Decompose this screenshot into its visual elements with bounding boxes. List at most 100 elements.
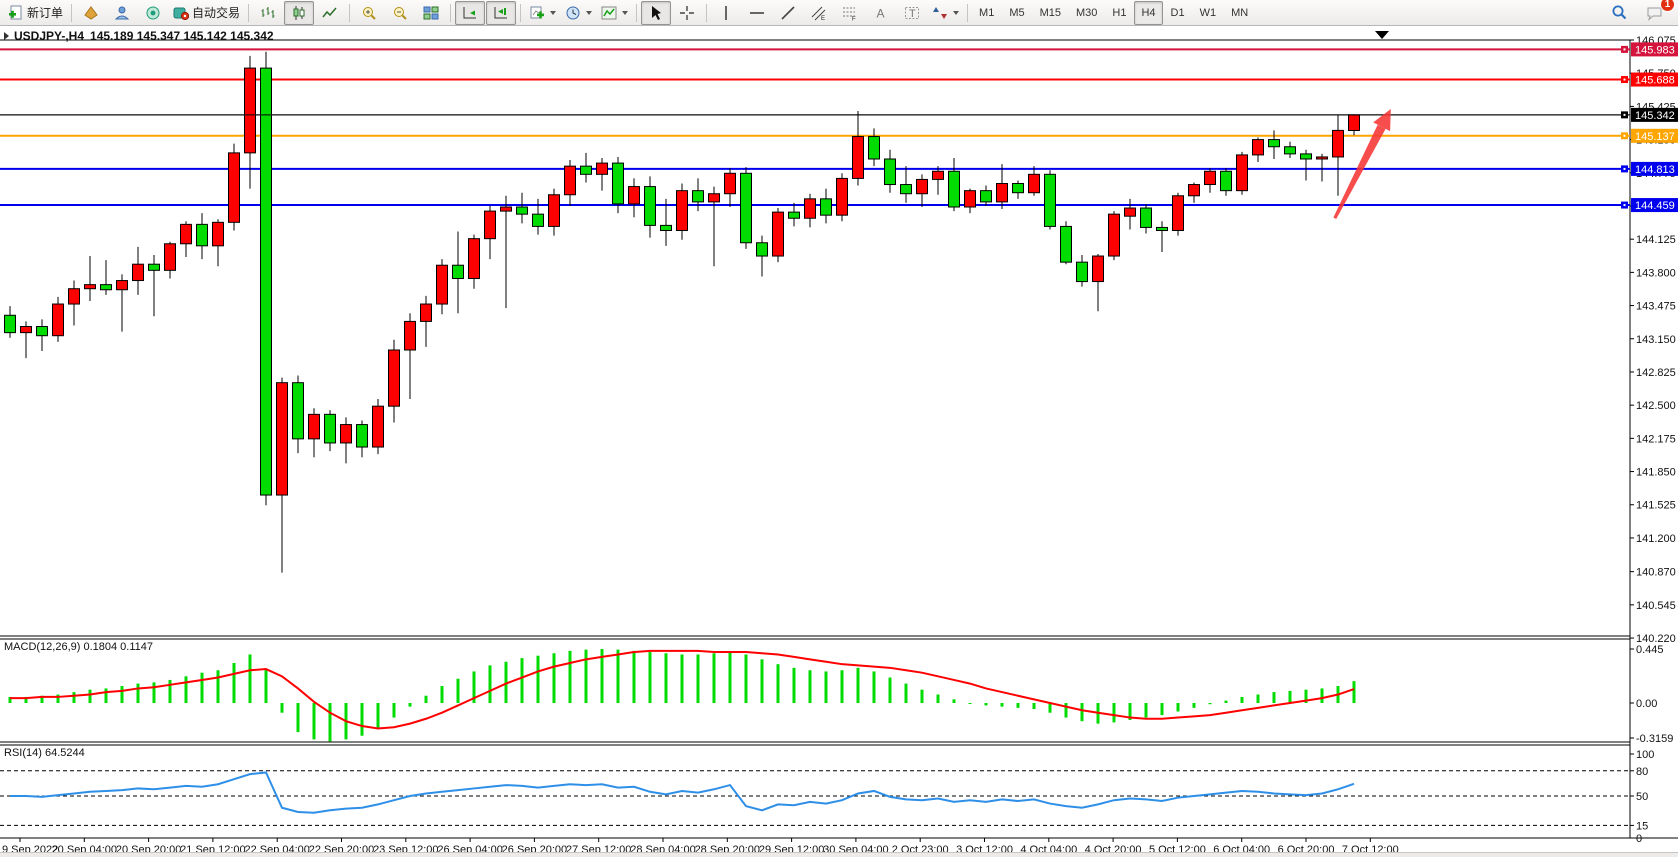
symbol-period-label: USDJPY-,H4 [14, 29, 85, 43]
candle [1284, 146, 1296, 155]
line-chart-button[interactable] [315, 1, 345, 25]
separator [520, 3, 522, 22]
cursor-button[interactable] [641, 0, 672, 25]
svg-text:0.00: 0.00 [1636, 698, 1657, 710]
metaquotes-button[interactable] [76, 1, 106, 25]
candle [740, 172, 752, 244]
notification-badge: 1 [1660, 0, 1675, 12]
chart-shift-marker[interactable] [1375, 31, 1389, 39]
dropdown-caret [550, 10, 557, 15]
candle [884, 158, 896, 186]
price-scale[interactable]: 146.075145.750145.425145.100144.775144.4… [1630, 35, 1676, 845]
cursor-icon [652, 5, 662, 20]
chart-title-row: USDJPY-,H4 145.189 145.347 145.142 145.3… [4, 29, 274, 43]
price-line-label: 145.342 [1621, 107, 1678, 122]
community-button[interactable] [138, 1, 168, 25]
equidistant-channel-icon: E [811, 6, 826, 21]
zoom-out-button[interactable] [385, 1, 415, 25]
macd-signal-line [10, 649, 1355, 730]
candle [900, 184, 912, 195]
new-chart-button[interactable] [525, 1, 560, 25]
periods-button[interactable] [561, 1, 596, 25]
candle [1332, 129, 1344, 158]
svg-text:140.220: 140.220 [1636, 633, 1676, 645]
window-bottom-edge [0, 852, 1678, 857]
candle [612, 162, 624, 205]
candle [1316, 156, 1328, 160]
svg-text:142.175: 142.175 [1636, 433, 1676, 445]
candle [148, 263, 160, 271]
candle [388, 349, 400, 407]
timeframe-h4[interactable]: H4 [1134, 0, 1163, 25]
candle [500, 206, 512, 212]
candle [644, 186, 656, 226]
bar-chart-button[interactable] [253, 1, 283, 25]
trendline-button[interactable] [773, 1, 803, 25]
horizontal-line-button[interactable] [742, 1, 772, 25]
timeframe-d1[interactable]: D1 [1170, 6, 1185, 19]
svg-text:140.545: 140.545 [1636, 600, 1676, 612]
profile-button[interactable] [107, 1, 137, 25]
candle [836, 177, 848, 216]
timeframe-h1[interactable]: H1 [1112, 6, 1127, 19]
chart-shift-button[interactable] [486, 0, 517, 25]
toolbar-right: 1 [1604, 0, 1675, 25]
auto-trading-icon [173, 7, 190, 20]
candle [820, 198, 832, 216]
timeframe-m30[interactable]: M30 [1076, 6, 1098, 19]
price-line-label: 144.459 [1621, 198, 1678, 213]
separator [71, 3, 73, 22]
candle [20, 326, 32, 334]
candle [132, 263, 144, 282]
separator [248, 3, 250, 22]
zoom-in-button[interactable] [354, 1, 384, 25]
trend-arrow-annotation[interactable] [1333, 108, 1391, 219]
text-label-button[interactable]: T [897, 1, 927, 25]
equidistant-channel-button[interactable]: E [804, 1, 834, 25]
timeframe-m1[interactable]: M1 [979, 6, 995, 19]
search-button[interactable] [1604, 1, 1634, 25]
timeframe-m15[interactable]: M15 [1039, 6, 1061, 19]
arrows-button[interactable] [928, 1, 963, 25]
rsi-indicator-label: RSI(14) 64.5244 [4, 747, 85, 759]
candle [1204, 170, 1216, 186]
svg-text:F: F [852, 16, 856, 21]
one-click-panel-toggle-icon[interactable] [4, 32, 9, 40]
candle [772, 211, 784, 257]
metaquotes-icon [84, 5, 98, 20]
indicators-button[interactable] [597, 1, 632, 25]
candle [68, 288, 80, 305]
candle [948, 170, 960, 208]
timeframe-w1[interactable]: W1 [1199, 6, 1217, 19]
candle [868, 136, 880, 160]
zoom-out-icon [394, 6, 407, 20]
timeframe-m5[interactable]: M5 [1009, 6, 1025, 19]
crosshair-button[interactable] [672, 1, 702, 25]
notifications-button[interactable]: 1 [1640, 0, 1675, 25]
separator-main-macd[interactable] [0, 635, 1630, 640]
tile-windows-button[interactable] [416, 1, 446, 25]
candle [516, 206, 528, 215]
vertical-line-button[interactable] [711, 1, 741, 25]
fibonacci-button[interactable]: F [835, 1, 865, 25]
candle [804, 198, 816, 219]
auto-trading-button[interactable]: 自动交易 [169, 1, 244, 25]
candle [564, 165, 576, 196]
new-order-button[interactable]: 新订单 [4, 1, 67, 25]
candle [484, 210, 496, 240]
candle [372, 405, 384, 448]
candle [4, 314, 16, 334]
text-button[interactable]: A [866, 1, 896, 25]
candle [532, 213, 544, 227]
candle [1140, 207, 1152, 228]
svg-text:141.200: 141.200 [1636, 533, 1676, 545]
auto-scroll-button[interactable] [455, 0, 486, 25]
separator [450, 3, 452, 22]
separator-macd-rsi[interactable] [0, 741, 1630, 746]
candlestick-chart-icon [293, 5, 305, 20]
line-chart-icon [322, 7, 337, 17]
candlestick-chart-button[interactable] [284, 0, 315, 25]
timeframe-mn[interactable]: MN [1231, 6, 1249, 19]
